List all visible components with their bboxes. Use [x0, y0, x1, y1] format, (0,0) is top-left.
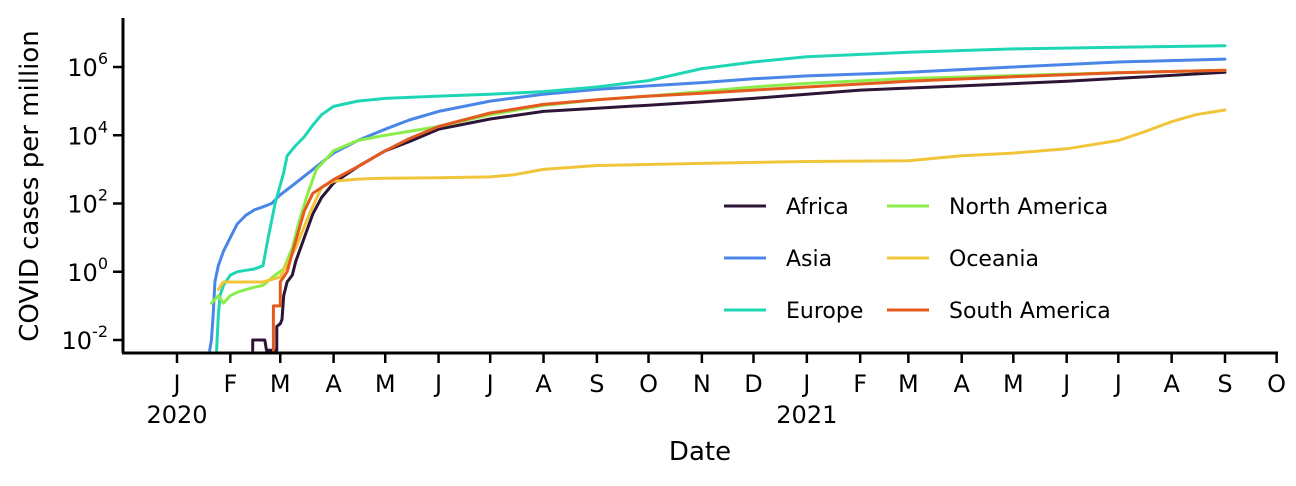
- x-tick-label: J: [171, 370, 180, 398]
- x-tick-label: J: [433, 370, 442, 398]
- y-tick-label: 106: [67, 49, 108, 82]
- x-tick-label: F: [223, 370, 237, 398]
- x-tick-label: N: [693, 370, 711, 398]
- legend-label: Africa: [786, 195, 849, 220]
- x-year-label: 2020: [146, 401, 207, 429]
- x-ticks: J 2020 F M A M J J A S O N D J 2021 F M A M J J A S O: [146, 353, 1286, 429]
- x-tick-label: O: [639, 370, 658, 398]
- axes: [121, 18, 1278, 355]
- series-line-europe: [215, 44, 1227, 352]
- x-tick-label: J: [485, 370, 494, 398]
- x-tick-label: J: [1061, 370, 1070, 398]
- x-tick-label: A: [953, 370, 970, 398]
- x-tick-label: J: [1113, 370, 1122, 398]
- legend-label: Europe: [786, 299, 863, 324]
- x-tick-label: M: [1003, 370, 1024, 398]
- legend-label: Asia: [786, 247, 832, 272]
- x-tick-label: O: [1267, 370, 1286, 398]
- y-tick-label: 10-2: [62, 322, 109, 355]
- x-year-label: 2021: [776, 401, 837, 429]
- x-tick-label: M: [898, 370, 919, 398]
- y-tick-label: 100: [67, 254, 108, 287]
- x-axis-title: Date: [669, 437, 731, 467]
- legend-label: Oceania: [949, 247, 1039, 272]
- x-tick-label: A: [325, 370, 342, 398]
- y-tick-label: 102: [67, 186, 108, 219]
- x-tick-label: J: [801, 370, 810, 398]
- legend: Africa Asia Europe North America Oceania Sout…: [724, 195, 1111, 324]
- x-tick-label: S: [589, 370, 604, 398]
- x-tick-label: D: [744, 370, 762, 398]
- series-line-south-america: [271, 68, 1227, 352]
- y-ticks: 10-2 100 102 104 106: [62, 49, 123, 355]
- x-tick-label: M: [375, 370, 396, 398]
- y-tick-label: 104: [67, 117, 108, 150]
- x-tick-label: F: [853, 370, 867, 398]
- legend-label: South America: [949, 299, 1111, 324]
- series-line-africa: [251, 70, 1227, 352]
- series-layer: [208, 44, 1227, 352]
- x-tick-label: S: [1217, 370, 1232, 398]
- series-line-oceania: [216, 108, 1227, 292]
- x-tick-label: M: [270, 370, 291, 398]
- x-tick-label: A: [535, 370, 552, 398]
- series-line-asia: [208, 57, 1227, 352]
- y-axis-title: COVID cases per million: [15, 30, 45, 342]
- series-line-north-america: [209, 68, 1227, 305]
- x-tick-label: A: [1163, 370, 1180, 398]
- legend-label: North America: [949, 195, 1108, 220]
